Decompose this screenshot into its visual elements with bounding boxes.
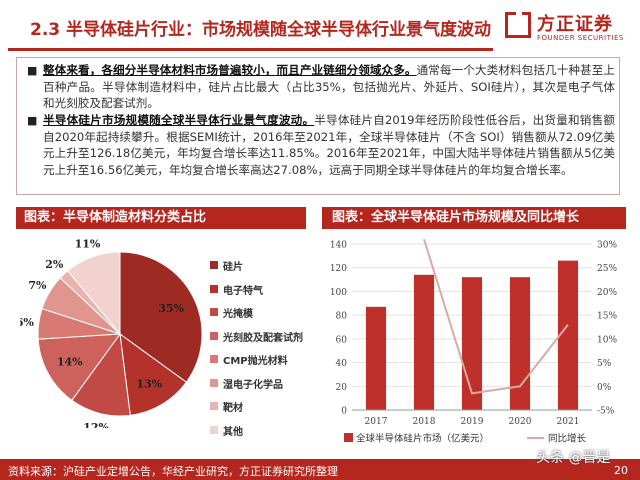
pie-legend-item: 硅片	[210, 256, 320, 280]
title-underline	[8, 48, 493, 51]
x-tick-label: 2018	[413, 417, 436, 427]
footer-divider	[0, 459, 640, 460]
pie-chart: 35% 13% 12% 14% 6% 7% 2% 11%	[20, 238, 203, 428]
bar-line-chart: 0 20 40 60 80 100 120 140 -5% 0% 5% 10% 15% 20% 25% 30%…	[330, 238, 617, 445]
y-right-tick-label: 0%	[597, 383, 612, 393]
x-tick-label: 2019	[461, 417, 484, 427]
pie-legend-item: 湿电子化学品	[210, 374, 320, 398]
summary-box: ■ 整体来看，各细分半导体材料市场普遍较小，而且产业链细分领域众多。通常每一个大…	[16, 57, 620, 195]
summary-1-body: 通常每一个大类材料包括几十种甚至上百种产品。半导体制造材料中，硅片占比最大（占比…	[43, 63, 615, 110]
pie-slice-label: 14%	[57, 356, 83, 369]
pie-slice-label: 13%	[136, 377, 162, 390]
pie-legend-swatch	[210, 355, 218, 363]
legend-bar-swatch	[344, 433, 353, 442]
pie-legend-label: CMP抛光材料	[223, 356, 288, 367]
pie-legend-label: 电子特气	[223, 285, 263, 297]
pie-slice	[37, 333, 122, 402]
pie-legend-label: 光刻胶及配套试剂	[223, 332, 303, 344]
bullet-icon: ■	[27, 114, 38, 127]
pie-legend-item: 靶材	[210, 397, 320, 421]
pie-legend-label: 其他	[223, 426, 243, 438]
y-right-tick-label: 25%	[597, 264, 617, 274]
bar-chart-title: 图表：全球半导体硅片市场规模及同比增长	[322, 207, 626, 229]
pie-legend-swatch	[210, 402, 218, 410]
y-right-tick-label: 5%	[597, 359, 612, 369]
pie-slice-label: 6%	[20, 316, 34, 329]
pie-slice	[119, 251, 203, 383]
pie-legend-swatch	[210, 378, 218, 387]
pie-slice	[67, 251, 121, 336]
x-tick-label: 2017	[365, 417, 388, 427]
pie-legend-item: 光掩模	[210, 303, 320, 327]
x-tick-label: 2021	[557, 417, 580, 427]
page-number: 20	[614, 464, 628, 477]
pie-legend-swatch	[210, 284, 218, 293]
watermark: 头条 @晋是	[536, 450, 611, 466]
y-right-tick-label: 15%	[597, 312, 617, 322]
bar	[413, 274, 435, 410]
legend-bar-label: 全球半导体硅片市场（亿美元）	[356, 433, 489, 445]
pie-legend-swatch	[210, 425, 218, 434]
pie-legend-item: 电子特气	[210, 280, 320, 304]
y-left-tick-label: 60	[336, 335, 348, 345]
y-right-tick-label: 30%	[597, 241, 617, 251]
y-left-tick-label: 120	[330, 264, 347, 274]
pie-legend-item: 其他	[210, 421, 320, 445]
y-left-tick-label: 20	[336, 383, 348, 393]
y-left-tick-label: 40	[336, 359, 348, 369]
footer-bar	[0, 460, 640, 480]
page-title: 2.3 半导体硅片行业：市场规模随全球半导体行业景气度波动	[30, 20, 492, 40]
growth-line	[423, 238, 569, 395]
source-note: 资料来源：沪硅产业定增公告，华经产业研究，方正证券研究所整理	[8, 465, 338, 478]
logo-english-name: FOUNDER SECURITIES	[537, 34, 624, 42]
x-tick-label: 2020	[509, 417, 532, 427]
pie-legend-swatch	[210, 308, 218, 316]
summary-2-body: 半导体硅片自2019年经历阶段性低谷后，出货量和销售额自2020年起持续攀升。根…	[43, 113, 615, 177]
company-logo: 方正证券 FOUNDER SECURITIES	[505, 10, 633, 48]
pie-legend-item: 光刻胶及配套试剂	[210, 327, 320, 351]
pie-slice-label: 35%	[158, 302, 184, 315]
title-bar: 2.3 半导体硅片行业：市场规模随全球半导体行业景气度波动 方正证券 FOUND…	[0, 0, 640, 52]
pie-slice	[119, 332, 188, 416]
bar	[509, 277, 531, 410]
legend-line-label: 同比增长	[548, 433, 587, 445]
pie-legend-item: CMP抛光材料	[210, 350, 320, 374]
pie-chart-title: 图表：半导体制造材料分类占比	[16, 207, 306, 229]
pie-legend-label: 湿电子化学品	[223, 379, 283, 391]
logo-mark-icon	[505, 12, 531, 38]
pie-legend: 硅片电子特气光掩模光刻胶及配套试剂 CMP抛光材料 湿电子化学品 靶材其他	[210, 256, 320, 444]
pie-slice-label: 11%	[75, 238, 101, 251]
pie-legend-swatch	[210, 261, 218, 269]
y-left-tick-label: 140	[330, 241, 347, 251]
pie-legend-label: 靶材	[223, 403, 243, 414]
summary-2-highlight: 半导体硅片市场规模随全球半导体行业景气度波动。	[43, 113, 315, 127]
y-left-tick-label: 80	[336, 312, 348, 322]
bullet-icon: ■	[27, 64, 38, 77]
pie-legend-swatch	[210, 331, 218, 340]
bar	[557, 260, 579, 410]
y-left-tick-label: 0	[341, 407, 347, 417]
pie-slice-label: 2%	[45, 258, 64, 271]
pie-legend-label: 硅片	[223, 262, 243, 273]
summary-paragraph-1: 整体来看，各细分半导体材料市场普遍较小，而且产业链细分领域众多。通常每一个大类材…	[43, 62, 615, 112]
bar	[365, 306, 387, 410]
logo-chinese-name: 方正证券	[537, 14, 613, 35]
y-right-tick-label: -5%	[597, 407, 615, 417]
summary-paragraph-2: 半导体硅片市场规模随全球半导体行业景气度波动。半导体硅片自2019年经历阶段性低…	[43, 112, 615, 178]
y-right-tick-label: 20%	[597, 288, 617, 298]
pie-slice	[71, 332, 131, 417]
summary-1-highlight: 整体来看，各细分半导体材料市场普遍较小，而且产业链细分领域众多。	[43, 63, 417, 77]
pie-slice-label: 12%	[83, 421, 109, 428]
y-left-tick-label: 100	[330, 288, 347, 298]
pie-slice-label: 7%	[28, 279, 47, 292]
pie-legend-label: 光掩模	[223, 309, 253, 320]
y-right-tick-label: 10%	[597, 335, 617, 345]
